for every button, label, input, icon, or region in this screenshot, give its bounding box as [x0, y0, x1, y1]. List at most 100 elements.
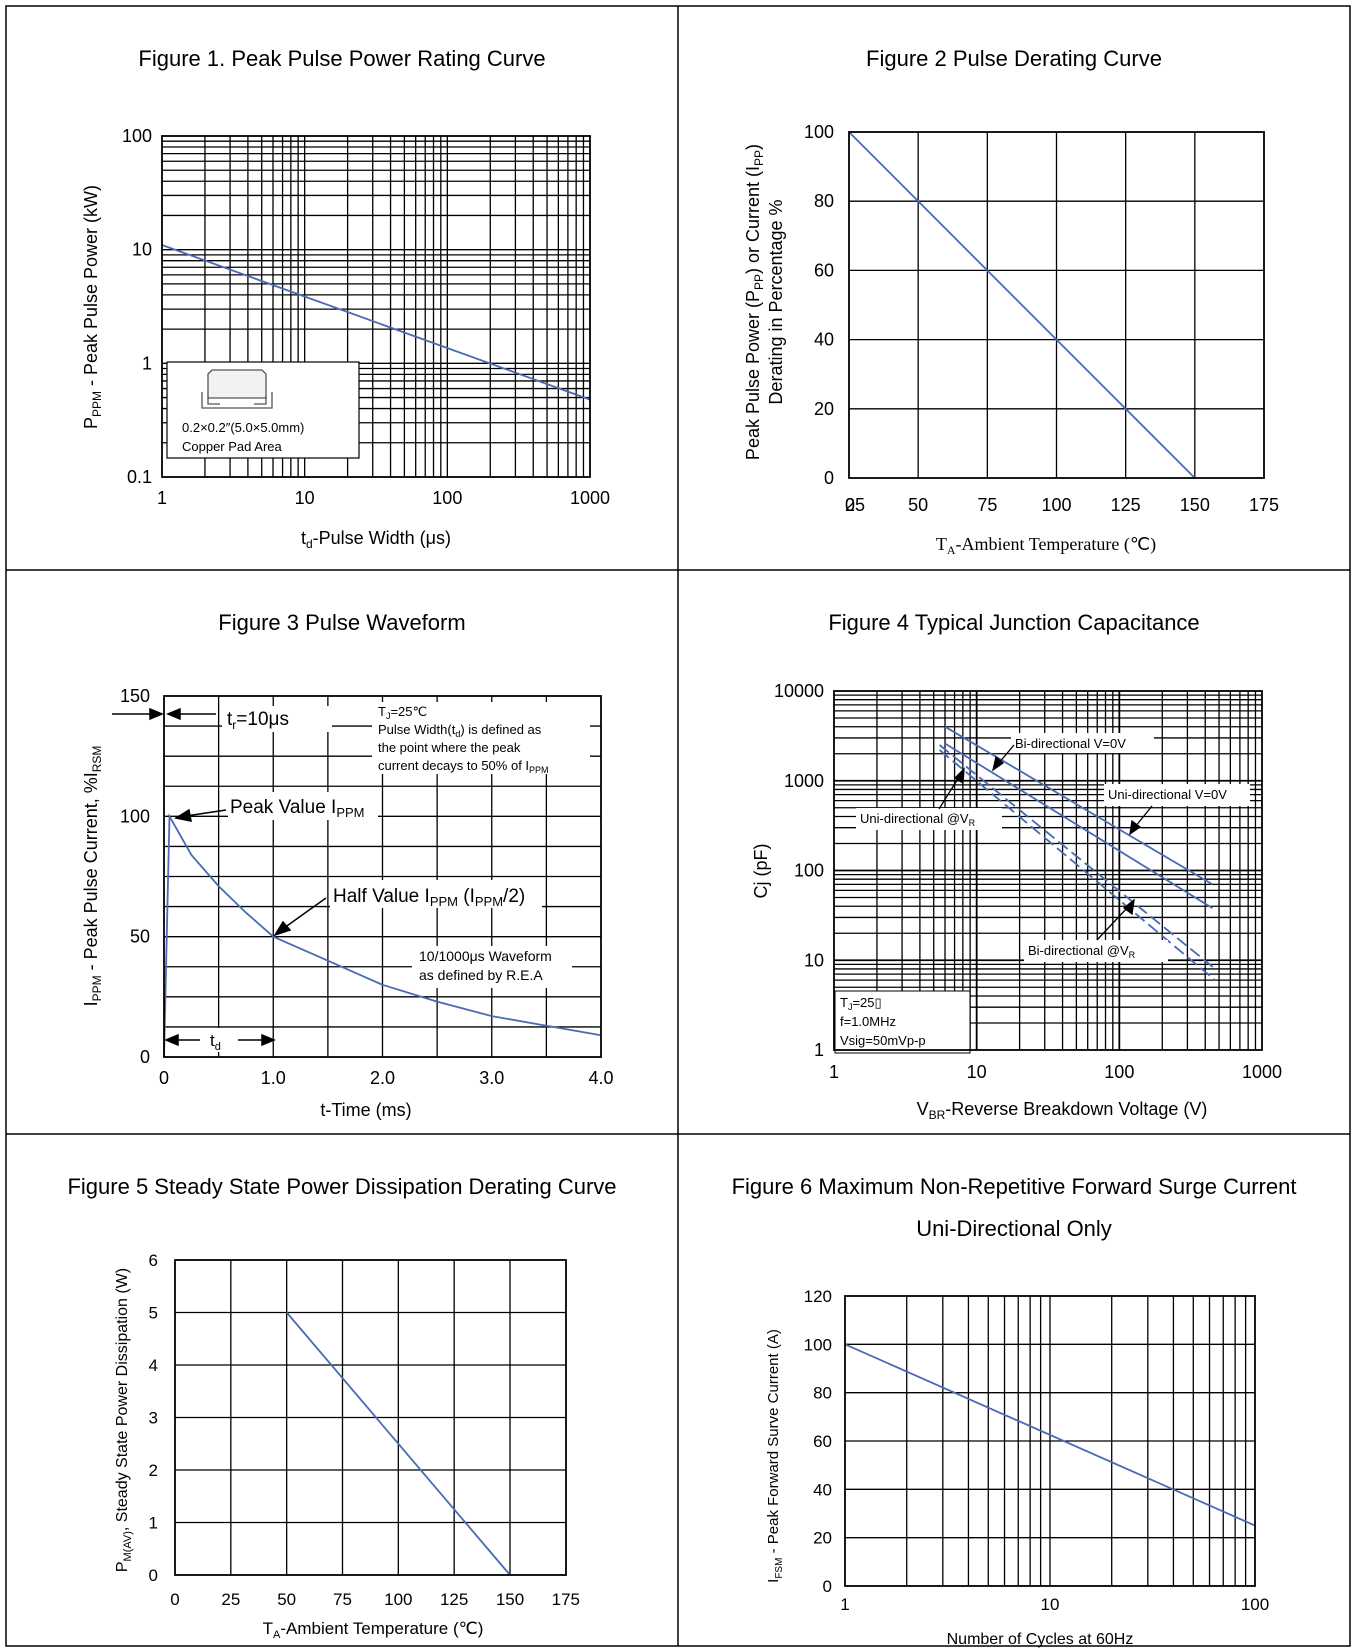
fig3-peak-box: [228, 792, 378, 820]
fig6-series-line: [844, 1343, 1256, 1527]
fig4-series-line: [939, 749, 1216, 981]
fig6-x-tick-label: 1: [840, 1595, 849, 1614]
fig4-x-tick-label: 1: [829, 1062, 839, 1082]
fig5-x-tick-label: 175: [552, 1590, 580, 1609]
fig4-x-tick-label: 100: [1104, 1062, 1134, 1082]
fig4-label-univr: Uni-directional @VR: [860, 811, 976, 828]
figure-1: Figure 1. Peak Pulse Power Rating Curve …: [81, 46, 610, 551]
fig3-wave-line-2: as defined by R.E.A: [419, 967, 543, 983]
figure-6: Figure 6 Maximum Non-Repetitive Forward …: [732, 1174, 1297, 1648]
fig3-td-label: td: [210, 1031, 221, 1053]
fig2-y-tick-label: 20: [814, 399, 834, 419]
fig4-series-line: [944, 725, 1213, 886]
fig5-y-tick-label: 1: [149, 1514, 158, 1533]
fig5-plot-border: [174, 1259, 567, 1576]
fig2-y-tick-label: 80: [814, 191, 834, 211]
fig3-grid: [164, 696, 601, 1057]
fig5-y-tick-label: 4: [149, 1356, 158, 1375]
inset-line-1: 0.2×0.2″(5.0×5.0mm): [182, 420, 304, 435]
fig3-annotations: [112, 707, 327, 1047]
inset-line-2: Copper Pad Area: [182, 439, 283, 454]
fig2-xlabel: TA-Ambient Temperature (℃): [936, 534, 1156, 557]
fig5-y-tick-label: 0: [149, 1566, 158, 1585]
fig4-x-tick-label: 1000: [1242, 1062, 1282, 1082]
fig4-series-lines: [939, 725, 1216, 981]
fig6-y-tick-label: 100: [804, 1335, 832, 1354]
fig3-x-tick-label: 3.0: [479, 1068, 504, 1088]
fig6-y-tick-label: 80: [813, 1384, 832, 1403]
fig5-x-tick-label: 100: [384, 1590, 412, 1609]
fig2-x-tick-label: 150: [1180, 495, 1210, 515]
fig2-x-tick-label: 100: [1041, 495, 1071, 515]
fig4-y-tick-label: 10: [804, 950, 824, 970]
fig3-wave-line-1: 10/1000μs Waveform: [419, 948, 552, 964]
fig6-y-tick-label: 40: [813, 1480, 832, 1499]
fig3-note-line-1: TJ=25℃: [378, 704, 427, 721]
fig1-y-tick-label: 0.1: [127, 467, 152, 487]
fig5-x-tick-label: 75: [333, 1590, 352, 1609]
fig1-ylabel: PPPM - Peak Pulse Power (kW): [81, 185, 104, 429]
fig3-tr-box: [222, 706, 332, 732]
fig4-x-tick-label: 10: [967, 1062, 987, 1082]
fig5-ylabel: PM(AV), Steady State Power Dissipation (…: [114, 1268, 134, 1572]
fig2-x-tick-label: 0: [845, 495, 855, 515]
fig5-x-tick-label: 150: [496, 1590, 524, 1609]
fig4-label-uni0: Uni-directional V=0V: [1108, 787, 1227, 802]
fig6-x-tick-label: 100: [1241, 1595, 1269, 1614]
fig3-x-tick-label: 2.0: [370, 1068, 395, 1088]
package-icon: [201, 369, 273, 409]
fig2-x-tick-label: 175: [1249, 495, 1279, 515]
fig5-title: Figure 5 Steady State Power Dissipation …: [67, 1174, 616, 1199]
fig3-tr-label: tr=10μs: [227, 709, 289, 732]
fig1-y-tick-label: 1: [142, 353, 152, 373]
fig1-xlabel: td-Pulse Width (μs): [301, 528, 451, 551]
fig3-wave-box: [412, 946, 572, 988]
fig3-y-tick-label: 50: [130, 927, 150, 947]
panel-frame: [5, 5, 1351, 1647]
fig1-x-tick-label: 1: [157, 488, 167, 508]
fig3-note-line-2: Pulse Width(td) is defined as: [378, 722, 542, 739]
fig5-y-tick-label: 5: [149, 1304, 158, 1323]
fig3-title: Figure 3 Pulse Waveform: [218, 610, 465, 635]
fig2-x-tick-label: 125: [1111, 495, 1141, 515]
fig3-ylabel: IPPM - Peak Pulse Current, %IRSM: [81, 746, 104, 1007]
fig5-y-tick-label: 6: [149, 1251, 158, 1270]
fig4-label-bivr: Bi-directional @VR: [1028, 943, 1136, 960]
fig3-y-tick-label: 150: [120, 686, 150, 706]
fig4-cond-1: TJ=25▯: [840, 995, 882, 1012]
figure-2: Figure 2 Pulse Derating Curve 025 50 75 100…: [743, 46, 1279, 557]
fig5-grid: [175, 1260, 566, 1575]
fig4-ylabel: Cj (pF): [751, 844, 771, 899]
fig5-y-tick-label: 3: [149, 1409, 158, 1428]
fig2-grid: [849, 132, 1264, 478]
fig2-y-tick-label: 0: [824, 468, 834, 488]
fig1-x-tick-label: 100: [432, 488, 462, 508]
fig4-y-tick-label: 1000: [784, 771, 824, 791]
fig4-cond-2: f=1.0MHz: [840, 1014, 896, 1029]
fig1-y-tick-label: 100: [122, 126, 152, 146]
fig3-note-line-4: current decays to 50% of IPPM: [378, 758, 549, 775]
fig6-y-tick-label: 20: [813, 1529, 832, 1548]
fig4-label-bi0: Bi-directional V=0V: [1015, 736, 1126, 751]
fig2-y-tick-label: 40: [814, 330, 834, 350]
fig6-y-tick-label: 60: [813, 1432, 832, 1451]
fig5-xlabel: TA-Ambient Temperature (℃): [263, 1619, 484, 1641]
fig1-series-line: [161, 244, 591, 401]
fig3-plot-border: [163, 695, 602, 1058]
fig1-inset: 0.2×0.2″(5.0×5.0mm) Copper Pad Area: [166, 361, 360, 459]
fig4-cond-box: [834, 990, 971, 1054]
fig1-title: Figure 1. Peak Pulse Power Rating Curve: [138, 46, 545, 71]
fig6-grid: [845, 1296, 1255, 1586]
fig3-note-line-3: the point where the peak: [378, 740, 521, 755]
fig4-univr-box: [856, 808, 1002, 830]
fig6-y-tick-label: 0: [823, 1577, 832, 1596]
fig4-y-tick-label: 1: [814, 1040, 824, 1060]
fig4-label-arrows: [938, 744, 1153, 941]
fig6-tick-labels: 1 10 100 0 20 40 60 80 100 120: [804, 1287, 1270, 1614]
fig1-plot-border: [161, 135, 591, 478]
fig4-title: Figure 4 Typical Junction Capacitance: [828, 610, 1199, 635]
fig4-y-tick-label: 10000: [774, 681, 824, 701]
fig2-x-tick-label: 25: [845, 495, 865, 515]
fig3-note-box: [372, 702, 590, 774]
